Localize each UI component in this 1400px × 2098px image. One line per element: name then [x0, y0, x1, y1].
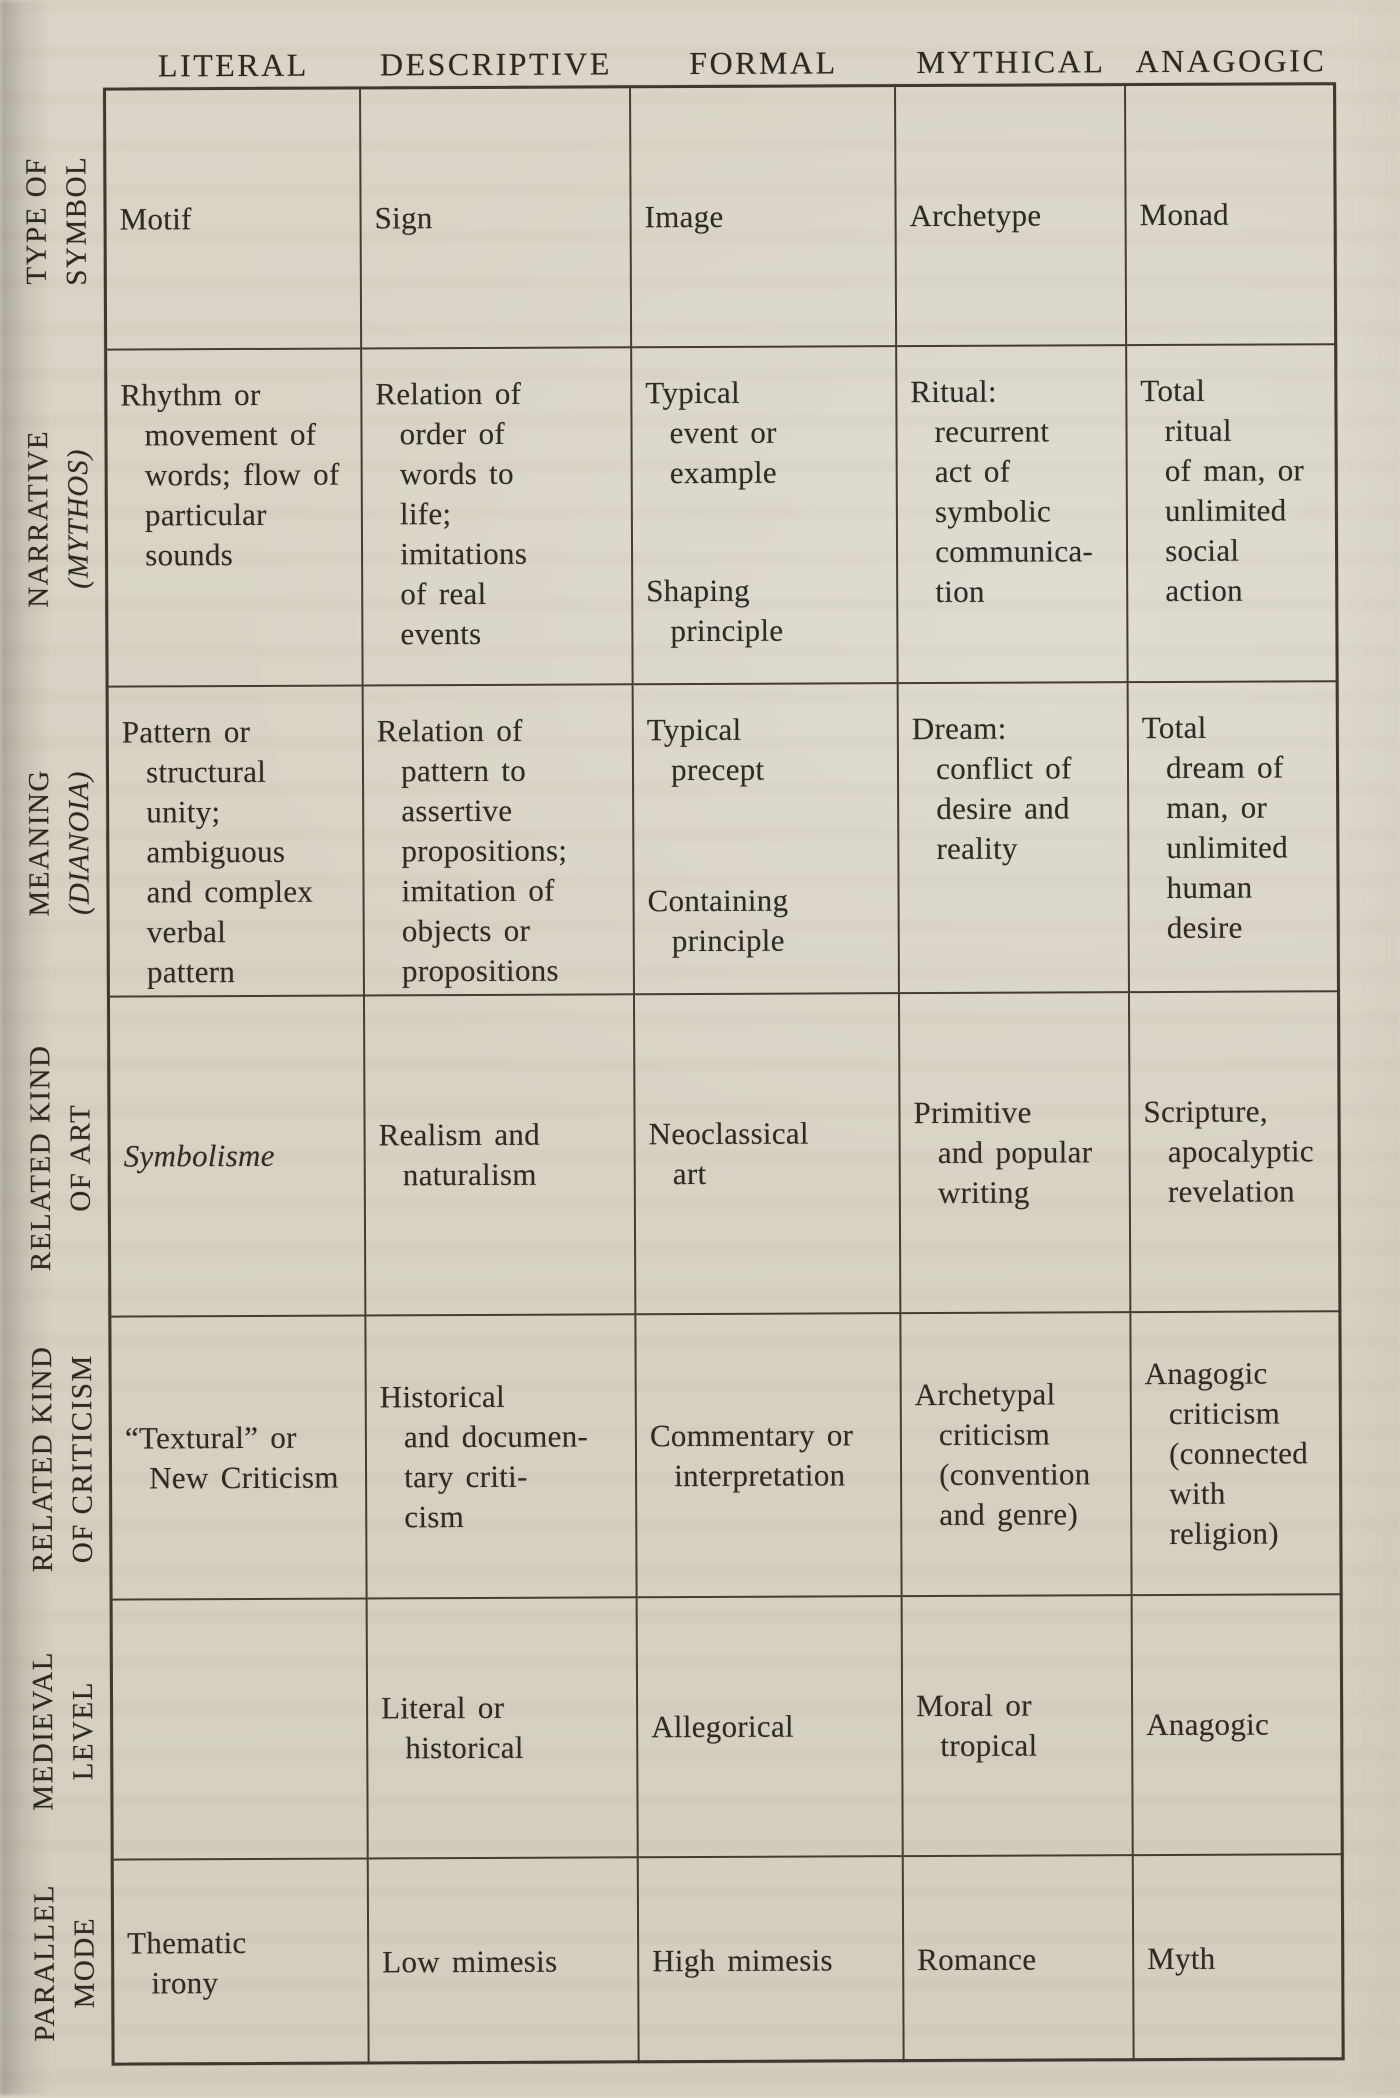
cell-narrative-formal: Typical event or example Shaping princip…: [632, 347, 899, 686]
cell-art-mythical: Primitive and popular writing: [899, 993, 1132, 1315]
cell-criticism-anagogic: Anagogic criticism (connected with relig…: [1131, 1312, 1343, 1597]
row-label-line: NARRATIVE: [22, 429, 55, 608]
cell-mode-literal: Thematic irony: [113, 1859, 370, 2066]
cell-mode-descriptive: Low mimesis: [368, 1858, 640, 2065]
cell-narrative-descriptive: Relation of order of words to life; imit…: [362, 348, 634, 687]
cell-art-descriptive: Realism and naturalism: [364, 995, 637, 1317]
cell-symbol-formal: Image: [631, 87, 898, 349]
cell-criticism-literal: “Textural” or New Criticism: [111, 1316, 368, 1601]
cell-mode-anagogic: Myth: [1147, 1940, 1216, 1976]
cell-narrative-mythical: Ritual: recurrent act of symbolic commun…: [897, 346, 1129, 685]
cell-meaning-anagogic: Total dream of man, or unlimited human d…: [1128, 682, 1340, 994]
row-label-related-kind-of-criticism: RELATED KIND OF CRITICISM: [20, 1317, 105, 1600]
cell-symbol-literal: Motif: [106, 89, 363, 351]
cell-symbol-mythical: Archetype: [896, 86, 1128, 348]
row-label-meaning: MEANING (DIANOIA): [17, 688, 102, 998]
cell-meaning-formal: Typical precept Containing principle: [633, 684, 900, 996]
cell-art-formal: Neoclassical art: [634, 994, 902, 1316]
row-label-narrative: NARRATIVE (MYTHOS): [16, 350, 101, 687]
row-label-line: (DIANOIA): [62, 770, 96, 915]
cell-criticism-formal: Commentary or interpretation: [636, 1314, 903, 1599]
cell-medieval-anagogic: Anagogic: [1132, 1595, 1344, 1857]
column-headers: LITERAL DESCRIPTIVE FORMAL MYTHICAL ANAG…: [106, 27, 1336, 84]
row-label-line: LEVEL: [66, 1680, 100, 1781]
row-label-line: MEANING: [22, 769, 56, 917]
row-label-line: SYMBOL: [60, 155, 93, 286]
symbol-table-grid: Motif Sign Image Archetype Monad Rhythm …: [106, 85, 1345, 2066]
cell-narrative-anagogic: Total ritual of man, or unlimited social…: [1127, 345, 1339, 684]
cell-criticism-mythical: Archetypal criticism (convention and gen…: [901, 1313, 1133, 1598]
row-label-line: RELATED KIND: [24, 1044, 58, 1272]
row-label-type-of-symbol: TYPE OF SYMBOL: [14, 91, 99, 351]
row-label-line: PARALLEL: [28, 1884, 62, 2042]
column-header-descriptive: DESCRIPTIVE: [379, 45, 612, 83]
cell-criticism-descriptive: Historical and documen- tary criti- cism: [366, 1315, 638, 1600]
cell-art-anagogic: Scripture, apocalyptic revelation: [1129, 992, 1342, 1314]
cell-meaning-literal: Pattern or structural unity; ambiguous a…: [108, 686, 365, 998]
cell-art-literal: Symbolisme: [109, 996, 367, 1318]
column-header-mythical: MYTHICAL: [916, 43, 1106, 81]
row-label-line: (MYTHOS): [62, 448, 95, 589]
cell-medieval-descriptive: Literal or historical: [367, 1598, 639, 1860]
cell-medieval-formal: Allegorical: [637, 1597, 904, 1859]
column-header-literal: LITERAL: [157, 46, 309, 84]
row-label-line: MEDIEVAL: [26, 1650, 60, 1811]
cell-mode-formal: High mimesis: [638, 1857, 905, 2064]
cell-narrative-literal: Rhythm or movement of words; flow of par…: [107, 349, 364, 688]
cell-meaning-mythical: Dream: conflict of desire and reality: [898, 683, 1130, 995]
row-label-line: OF ART: [64, 1103, 97, 1212]
column-header-anagogic: ANAGOGIC: [1135, 42, 1327, 80]
cell-medieval-literal: [112, 1599, 369, 1861]
cell-symbol-descriptive: Sign: [361, 88, 633, 350]
row-label-line: RELATED KIND: [26, 1345, 59, 1573]
row-label-parallel-mode: PARALLEL MODE: [22, 1860, 107, 2065]
row-label-line: MODE: [68, 1916, 101, 2009]
row-label-related-kind-of-art: RELATED KIND OF ART: [18, 998, 103, 1318]
column-header-formal: FORMAL: [689, 44, 838, 82]
row-label-medieval-level: MEDIEVAL LEVEL: [21, 1601, 106, 1861]
row-label-line: OF CRITICISM: [66, 1354, 99, 1564]
cell-medieval-mythical: Moral or tropical: [902, 1596, 1134, 1858]
cell-symbol-anagogic: Monad: [1126, 85, 1338, 347]
cell-meaning-descriptive: Relation of pattern to assertive proposi…: [363, 685, 635, 997]
cell-mode-mythical: Romance: [903, 1856, 1135, 2063]
row-label-line: TYPE OF: [20, 157, 53, 285]
